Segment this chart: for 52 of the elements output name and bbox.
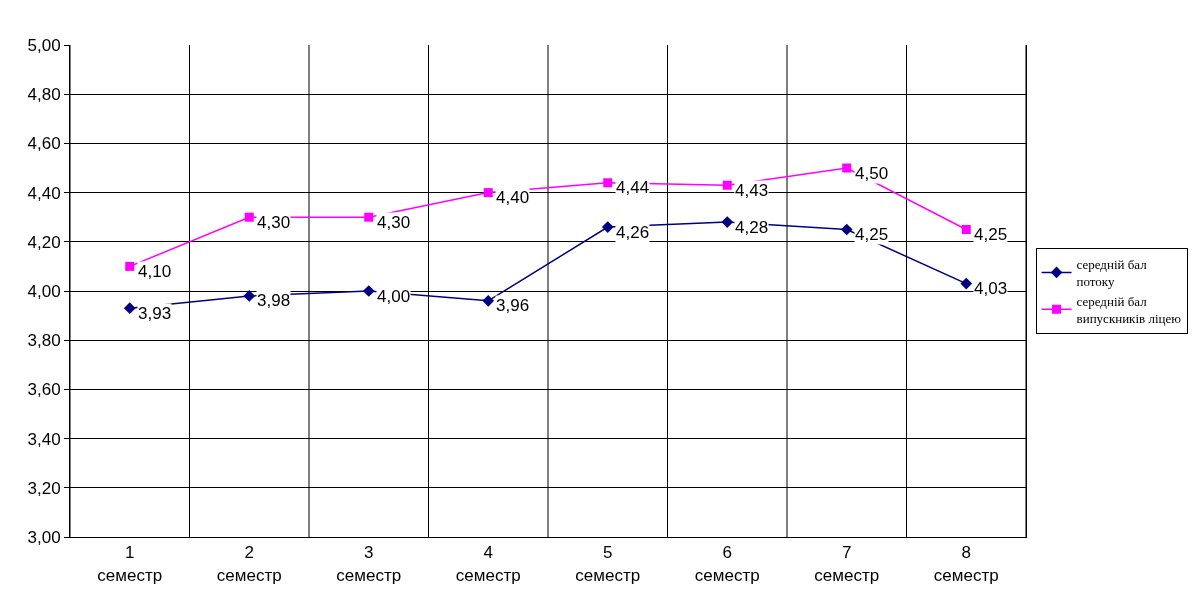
y-tick-label: 4,20 <box>27 232 61 252</box>
point <box>483 188 493 198</box>
legend-label: середній бал випускників ліцею <box>1076 293 1182 326</box>
point <box>601 221 614 233</box>
y-tick-label: 3,60 <box>27 380 61 400</box>
y-tick-label: 3,20 <box>27 478 61 498</box>
data-label: 3,93 <box>138 304 172 323</box>
data-label: 4,30 <box>377 213 411 232</box>
data-label: 3,96 <box>496 296 530 315</box>
x-tick-label: 7 семестр <box>814 543 880 585</box>
data-label: 4,10 <box>138 262 172 281</box>
data-label: 4,00 <box>377 287 411 306</box>
x-tick-label: 5 семестр <box>575 543 641 585</box>
point <box>364 212 374 222</box>
point <box>961 225 971 234</box>
data-label: 4,25 <box>855 225 889 244</box>
data-label: 4,40 <box>496 188 530 207</box>
y-tick-label: 4,80 <box>27 85 61 105</box>
x-tick-label: 4 семестр <box>455 543 521 585</box>
data-label: 4,28 <box>735 218 769 237</box>
data-label: 4,03 <box>974 279 1008 298</box>
point <box>603 178 613 188</box>
data-label: 4,50 <box>855 164 889 183</box>
point <box>482 294 495 307</box>
point <box>123 302 136 315</box>
y-tick-label: 3,40 <box>27 429 61 449</box>
point <box>842 163 852 173</box>
y-tick-label: 4,40 <box>27 183 61 203</box>
data-label: 4,26 <box>616 223 650 242</box>
point <box>722 180 732 190</box>
data-label: 4,44 <box>616 178 650 197</box>
point <box>840 223 853 236</box>
x-tick-label: 1 семестр <box>97 543 163 585</box>
x-tick-label: 6 семестр <box>694 543 760 585</box>
data-label: 4,25 <box>974 225 1008 244</box>
y-tick-label: 5,00 <box>27 35 61 55</box>
data-label: 4,43 <box>735 181 769 200</box>
x-tick-label: 8 семестр <box>933 543 999 585</box>
y-tick-label: 4,00 <box>27 281 61 301</box>
y-tick-label: 3,80 <box>27 331 61 351</box>
x-tick-label: 2 семестр <box>216 543 282 585</box>
y-tick-label: 3,00 <box>27 527 61 547</box>
point <box>243 290 256 302</box>
point <box>362 285 375 297</box>
point <box>244 212 254 222</box>
data-label: 4,30 <box>257 213 291 232</box>
point <box>960 277 973 290</box>
x-tick-label: 3 семестр <box>336 543 402 585</box>
data-label: 3,98 <box>257 291 291 310</box>
point <box>721 216 734 228</box>
y-tick-label: 4,60 <box>27 134 61 154</box>
point <box>125 261 135 271</box>
